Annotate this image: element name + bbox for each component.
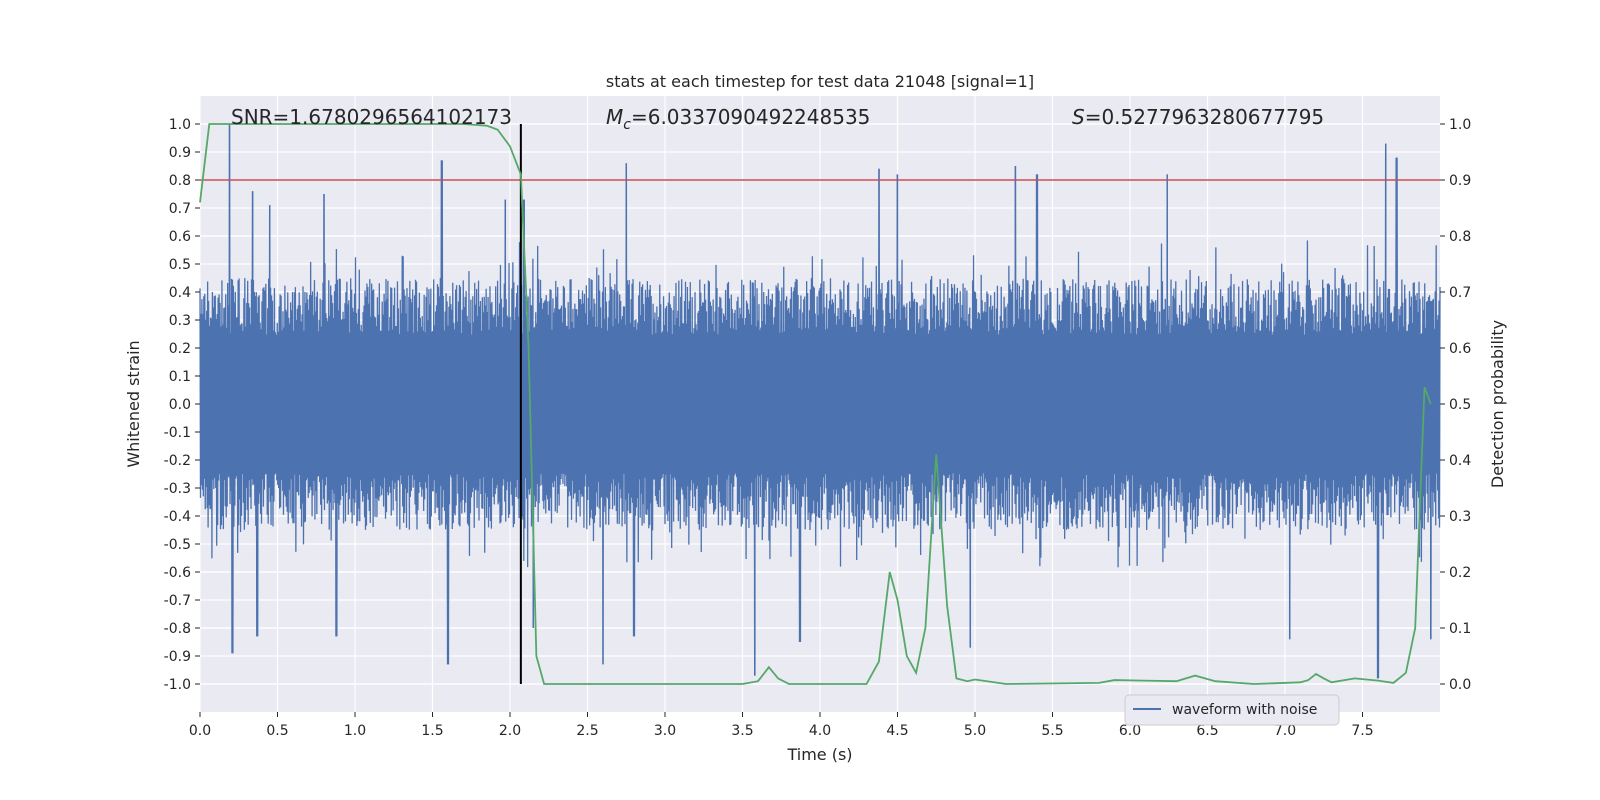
legend: waveform with noise	[1124, 694, 1340, 726]
chirp-mass-subscript: c	[623, 117, 631, 133]
x-tick-label: 7.0	[1274, 723, 1296, 739]
left-y-tick-label: -0.4	[164, 509, 191, 525]
left-y-tick-label: 0.4	[169, 285, 191, 301]
left-y-tick-label: 0.7	[169, 201, 191, 217]
x-axis-label: Time (s)	[786, 745, 852, 764]
snr-annotation: SNR=1.6780296564102173	[231, 105, 512, 129]
detection-probability-series	[199, 123, 1432, 685]
x-tick-label: 4.5	[886, 723, 908, 739]
x-tick-label: 3.5	[731, 723, 753, 739]
left-y-tick-label: -0.8	[164, 621, 191, 637]
left-y-tick-label: -0.1	[164, 425, 191, 441]
legend-entry-waveform: waveform with noise	[1172, 702, 1317, 718]
x-tick-label: 1.5	[421, 723, 443, 739]
x-tick-label: 2.0	[499, 723, 521, 739]
right-y-tick-label: 0.5	[1449, 397, 1471, 413]
s-annotation: S=0.5277963280677795	[1072, 105, 1324, 129]
x-axis-ticks: 0.0 0.5 1.0 1.5 2.0 2.5 3.0 3.5 4.0 4.5 5.0 5.5 6.0 6…	[189, 712, 1374, 739]
right-y-tick-label: 0.3	[1449, 509, 1471, 525]
x-tick-label: 1.0	[344, 723, 366, 739]
x-tick-label: 2.5	[576, 723, 598, 739]
s-value: =0.5277963280677795	[1085, 105, 1324, 129]
left-y-tick-label: 0.3	[169, 313, 191, 329]
chirp-mass-symbol: M	[606, 105, 623, 129]
right-y-tick-label: 0.0	[1449, 677, 1471, 693]
chart-title: stats at each timestep for test data 210…	[606, 72, 1034, 91]
left-y-axis-label: Whitened strain	[124, 340, 143, 467]
s-symbol: S	[1072, 105, 1085, 129]
legend-box	[1124, 694, 1340, 726]
x-tick-label: 3.0	[654, 723, 676, 739]
left-y-tick-label: -0.9	[164, 649, 191, 665]
left-y-tick-label: -0.3	[164, 481, 191, 497]
left-y-tick-label: -0.5	[164, 537, 191, 553]
left-y-tick-label: 0.9	[169, 145, 191, 161]
left-y-tick-label: 0.0	[169, 397, 191, 413]
left-y-tick-label: 0.2	[169, 341, 191, 357]
chirp-mass-annotation: Mc=6.0337090492248535	[606, 105, 870, 133]
x-tick-label: 4.0	[809, 723, 831, 739]
left-y-tick-label: 0.6	[169, 229, 191, 245]
left-y-tick-label: -0.7	[164, 593, 191, 609]
left-y-tick-label: -0.2	[164, 453, 191, 469]
right-y-tick-label: 0.4	[1449, 453, 1471, 469]
left-y-tick-label: 0.8	[169, 173, 191, 189]
right-y-tick-label: 0.2	[1449, 565, 1471, 581]
left-y-axis-ticks: 1.0 0.9 0.8 0.7 0.6 0.5 0.4 0.3 0.2 0.1 0.0 -0.1 -0.…	[164, 117, 200, 693]
chirp-mass-value: =6.0337090492248535	[631, 105, 870, 129]
right-y-tick-label: 0.6	[1449, 341, 1471, 357]
left-y-tick-label: 1.0	[169, 117, 191, 133]
x-tick-label: 7.5	[1351, 723, 1373, 739]
x-tick-label: 0.5	[266, 723, 288, 739]
x-tick-label: 0.0	[189, 723, 211, 739]
waveform-line	[199, 123, 1441, 679]
right-y-tick-label: 0.7	[1449, 285, 1471, 301]
x-tick-label: 6.5	[1196, 723, 1218, 739]
x-tick-label: 5.0	[964, 723, 986, 739]
right-y-tick-label: 1.0	[1449, 117, 1471, 133]
right-y-tick-label: 0.1	[1449, 621, 1471, 637]
left-y-tick-label: 0.1	[169, 369, 191, 385]
x-tick-label: 6.0	[1119, 723, 1141, 739]
left-y-tick-label: -0.6	[164, 565, 191, 581]
right-y-axis-ticks: 1.0 0.9 0.8 0.7 0.6 0.5 0.4 0.3 0.2 0.1 0.0	[1440, 117, 1471, 693]
left-y-tick-label: 0.5	[169, 257, 191, 273]
right-y-tick-label: 0.8	[1449, 229, 1471, 245]
right-y-tick-label: 0.9	[1449, 173, 1471, 189]
x-tick-label: 5.5	[1041, 723, 1063, 739]
waveform-with-noise-series	[199, 123, 1441, 679]
right-y-axis-label: Detection probability	[1488, 320, 1507, 488]
left-y-tick-label: -1.0	[164, 677, 191, 693]
